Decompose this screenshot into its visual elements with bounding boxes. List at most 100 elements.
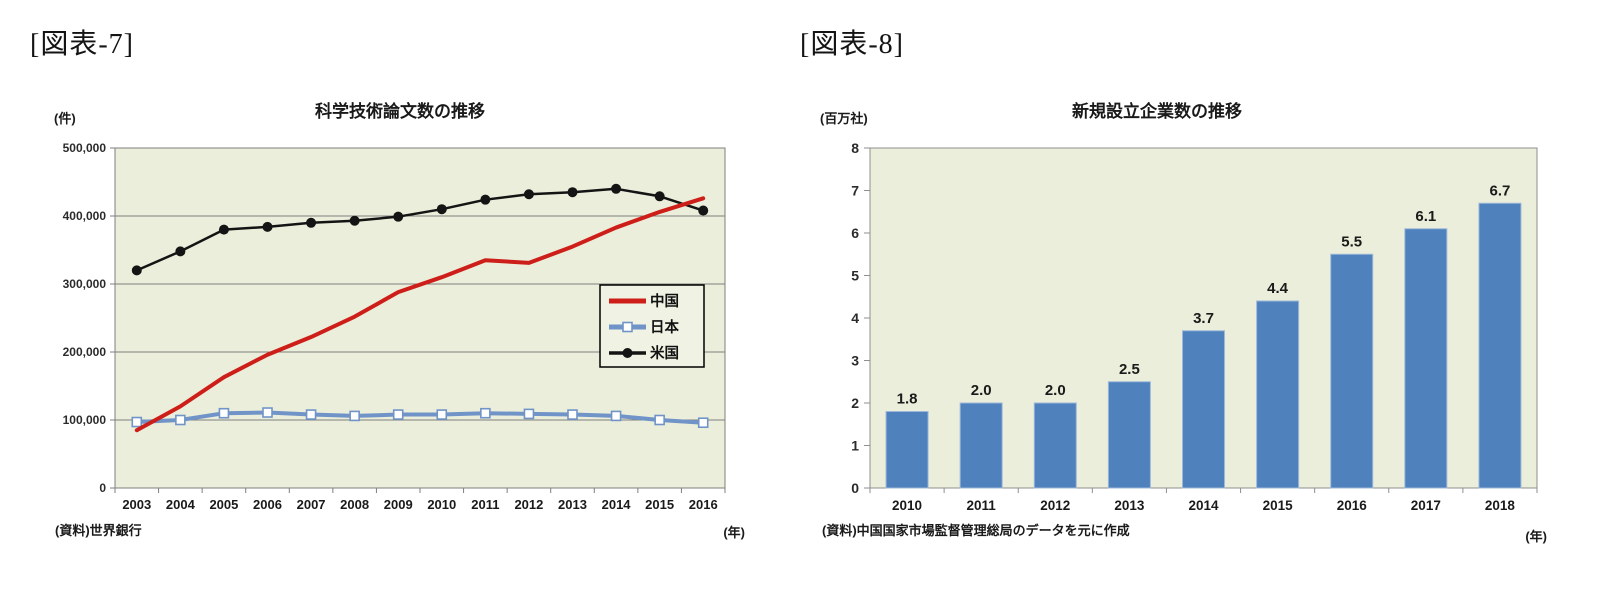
bar-2010 xyxy=(885,411,929,489)
x-tick-label: 2016 xyxy=(1337,498,1368,513)
米国-marker xyxy=(567,187,578,198)
米国-marker xyxy=(698,205,709,216)
bar-2014 xyxy=(1182,330,1225,489)
legend-label: 中国 xyxy=(650,292,679,310)
x-tick-label: 2007 xyxy=(297,497,326,512)
y-tick-label: 5 xyxy=(851,268,859,284)
x-tick-label: 2012 xyxy=(514,497,543,512)
y-tick-label: 100,000 xyxy=(63,413,107,427)
米国-marker xyxy=(523,189,534,200)
bar-2011 xyxy=(959,402,1003,489)
bar-value-label: 4.4 xyxy=(1267,280,1289,297)
bar-2012 xyxy=(1033,402,1077,489)
bar-value-label: 3.7 xyxy=(1193,310,1214,327)
y-tick-label: 7 xyxy=(851,183,859,199)
米国-marker xyxy=(218,224,229,235)
y-tick-label: 300,000 xyxy=(63,277,107,291)
figure-7-source: (資料)世界銀行 xyxy=(55,523,142,538)
series-line-日本 xyxy=(134,410,706,425)
日本-marker xyxy=(392,409,404,420)
figure-7-x-unit-label: (年) xyxy=(723,525,745,540)
x-tick-label: 2003 xyxy=(122,497,151,512)
日本-marker xyxy=(480,407,491,419)
米国-marker xyxy=(262,221,273,232)
米国-marker xyxy=(393,211,404,222)
bar-value-label: 2.5 xyxy=(1119,361,1140,378)
figure-8-caption: [図表-8] xyxy=(800,29,904,60)
y-tick-label: 0 xyxy=(851,480,859,496)
bar-2018 xyxy=(1478,202,1522,489)
日本-marker xyxy=(131,416,143,428)
x-tick-label: 2011 xyxy=(471,497,499,512)
x-tick-label: 2014 xyxy=(1188,498,1219,513)
y-tick-label: 0 xyxy=(99,481,106,495)
米国-marker xyxy=(175,246,186,257)
figure-8-title: 新規設立企業数の推移 xyxy=(1072,102,1242,121)
y-tick-label: 4 xyxy=(851,310,859,326)
figure-8-panel: [図表-8] (百万社) 新規設立企業数の推移 0 1 2 3 4 5 6 7 8 2010 201… xyxy=(790,0,1608,594)
bar-chart-svg: 0 1 2 3 4 5 6 7 8 2010 2011 2012 2013 2014 2015 2016 201… xyxy=(851,140,1538,513)
figure-8-source: (資料)中国国家市場監督管理総局のデータを元に作成 xyxy=(822,523,1130,538)
x-tick-label: 2010 xyxy=(427,497,456,512)
figure-7-y-unit-label: (件) xyxy=(54,111,76,126)
figure-8-y-unit-label: (百万社) xyxy=(820,111,868,126)
日本-marker xyxy=(654,414,665,426)
x-tick-label: 2018 xyxy=(1485,498,1516,513)
x-tick-label: 2015 xyxy=(645,497,674,512)
figure-7-caption: [図表-7] xyxy=(30,29,134,60)
y-tick-label: 200,000 xyxy=(63,345,107,359)
bar-value-label: 5.5 xyxy=(1341,233,1362,250)
x-tick-label: 2015 xyxy=(1263,498,1294,513)
x-tick-label: 2005 xyxy=(209,497,238,512)
bar-2017 xyxy=(1404,228,1448,489)
figure-7-panel: [図表-7] (件) 科学技術論文数の推移 0 100,000 200,000 300… xyxy=(0,0,790,594)
x-tick-label: 2013 xyxy=(1114,498,1145,513)
米国-marker xyxy=(611,183,622,194)
y-tick-label: 400,000 xyxy=(63,209,107,223)
bar-value-label: 6.7 xyxy=(1490,182,1511,199)
bar-value-label: 6.1 xyxy=(1415,208,1436,225)
x-tick-label: 2010 xyxy=(892,498,922,513)
日本-marker xyxy=(175,414,186,426)
x-tick-label: 2004 xyxy=(166,497,196,512)
x-tick-label: 2006 xyxy=(253,497,282,512)
米国-marker xyxy=(306,217,317,228)
米国-marker xyxy=(654,191,665,202)
米国-marker xyxy=(480,194,491,205)
bar-2016 xyxy=(1330,253,1374,489)
x-tick-label: 2017 xyxy=(1411,498,1441,513)
figure-8-x-unit-label: (年) xyxy=(1525,529,1547,544)
legend-label: 米国 xyxy=(650,344,679,362)
日本-marker xyxy=(697,417,709,429)
日本-marker xyxy=(622,321,633,333)
y-tick-label: 500,000 xyxy=(63,141,107,155)
x-tick-label: 2009 xyxy=(384,497,413,512)
bar-value-label: 2.0 xyxy=(971,382,992,399)
日本-marker xyxy=(218,407,230,419)
bar-2013 xyxy=(1107,381,1151,489)
日本-marker xyxy=(349,410,360,422)
y-tick-label: 1 xyxy=(851,438,859,454)
米国-marker xyxy=(349,215,360,226)
x-tick-label: 2016 xyxy=(689,497,718,512)
x-tick-label: 2013 xyxy=(558,497,587,512)
日本-marker xyxy=(262,407,273,418)
米国-marker xyxy=(436,204,447,215)
bar-value-label: 2.0 xyxy=(1045,382,1066,399)
x-tick-label: 2011 xyxy=(967,498,997,513)
series-line-中国 xyxy=(134,196,706,433)
日本-marker xyxy=(610,410,622,422)
日本-marker xyxy=(567,409,578,420)
日本-marker xyxy=(523,408,535,420)
日本-marker xyxy=(436,409,448,420)
x-tick-label: 2014 xyxy=(602,497,632,512)
bar-value-label: 1.8 xyxy=(897,391,918,408)
y-tick-label: 6 xyxy=(851,225,859,241)
figure-7-title: 科学技術論文数の推移 xyxy=(315,102,485,121)
y-tick-label: 2 xyxy=(851,395,859,411)
y-tick-label: 3 xyxy=(851,353,859,369)
series-line-米国 xyxy=(135,187,705,272)
日本-marker xyxy=(305,409,317,420)
line-chart-svg: 0 100,000 200,000 300,000 400,000 500,000 2003… xyxy=(63,141,726,512)
